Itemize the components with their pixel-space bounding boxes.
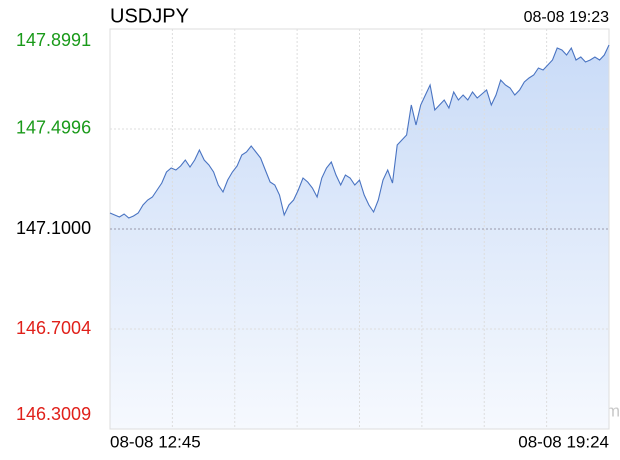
y-tick-label: 146.7004 bbox=[16, 318, 91, 338]
y-tick-label: 147.4996 bbox=[16, 118, 91, 138]
timestamp: 08-08 19:23 bbox=[524, 9, 610, 26]
line bbox=[109, 44, 610, 219]
x-tick-label: 08-08 12:45 bbox=[110, 432, 201, 451]
y-tick-label: 147.8991 bbox=[16, 30, 91, 50]
y-tick-label: 147.1000 bbox=[16, 218, 91, 238]
chart-title: USDJPY bbox=[110, 5, 189, 27]
y-tick-label: 146.3009 bbox=[16, 404, 91, 424]
x-tick-label: 08-08 19:24 bbox=[518, 432, 609, 451]
